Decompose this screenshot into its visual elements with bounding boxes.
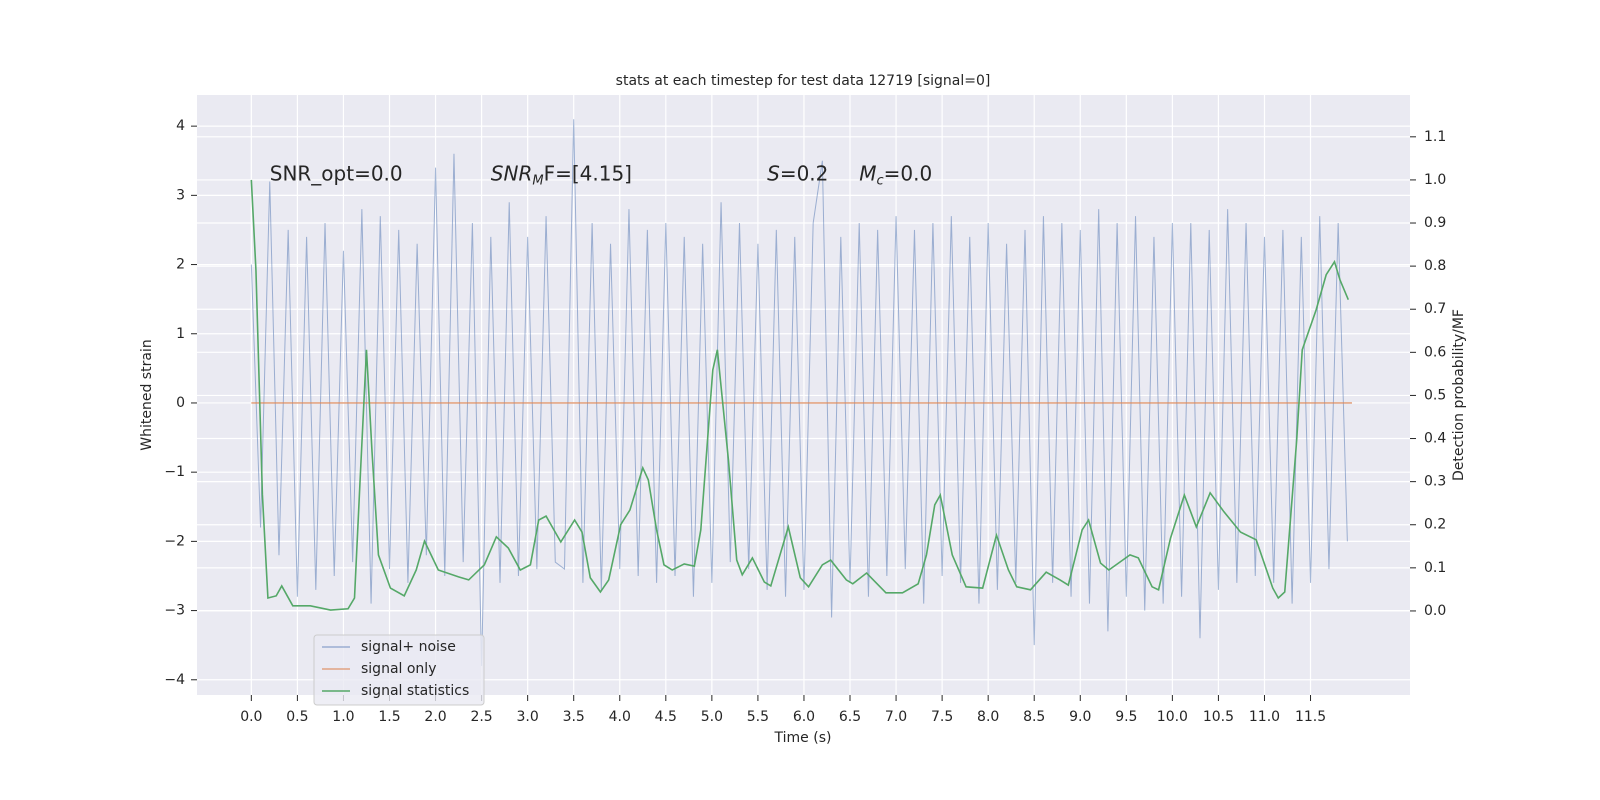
y2-tick-label: 1.1 [1424, 129, 1446, 145]
annotation-part: SNR_opt=0.0 [270, 161, 403, 185]
annotation: SNR_opt=0.0 [270, 161, 403, 185]
x-tick-label: 8.0 [977, 709, 999, 725]
y2-tick-label: 0.5 [1424, 387, 1446, 403]
x-tick-label: 8.5 [1023, 709, 1045, 725]
x-tick-label: 3.0 [517, 709, 539, 725]
chart-title: stats at each timestep for test data 127… [616, 73, 991, 89]
annotation: Mc=0.0 [859, 161, 932, 188]
y2-tick-label: 0.6 [1424, 344, 1446, 360]
series-line [250, 179, 1350, 611]
legend-label: signal statistics [361, 683, 469, 699]
x-tick-label: 2.0 [424, 709, 446, 725]
annotation-part: M [859, 161, 876, 185]
annotation-part: c [876, 173, 883, 188]
x-tick-label: 9.0 [1069, 709, 1091, 725]
annotation-part: F=[4.15] [544, 161, 632, 185]
y-tick-label: −3 [164, 603, 185, 619]
x-tick-label: 0.5 [286, 709, 308, 725]
legend-label: signal only [361, 661, 436, 677]
x-tick-label: 11.0 [1249, 709, 1280, 725]
x-tick-label: 1.0 [332, 709, 354, 725]
y-tick-label: 0 [176, 395, 185, 411]
y2-tick-label: 0.2 [1424, 517, 1446, 533]
x-tick-label: 4.0 [609, 709, 631, 725]
y2-axis-label: Detection probability/MF [1451, 309, 1467, 481]
x-tick-label: 6.0 [793, 709, 815, 725]
x-tick-label: 7.0 [885, 709, 907, 725]
annotation-part: =0.0 [884, 161, 933, 185]
x-tick-label: 9.5 [1115, 709, 1137, 725]
x-tick-label: 2.5 [470, 709, 492, 725]
x-tick-label: 10.5 [1203, 709, 1234, 725]
annotation-part: SNR [491, 161, 533, 185]
y-tick-label: 1 [176, 326, 185, 342]
y-tick-label: −1 [164, 464, 185, 480]
x-tick-label: 11.5 [1295, 709, 1326, 725]
x-tick-label: 3.5 [563, 709, 585, 725]
y2-tick-label: 0.3 [1424, 474, 1446, 490]
x-tick-label: 0.0 [240, 709, 262, 725]
annotation-part: M [532, 173, 543, 188]
x-tick-label: 5.0 [701, 709, 723, 725]
y2-tick-label: 0.8 [1424, 258, 1446, 274]
series-line [250, 119, 1348, 666]
legend-label: signal+ noise [361, 639, 456, 655]
legend: signal+ noise signal only signal statistic… [313, 634, 485, 706]
x-tick-label: 10.0 [1157, 709, 1188, 725]
y2-tick-label: 0.0 [1424, 603, 1446, 619]
x-tick-label: 1.5 [378, 709, 400, 725]
legend-box [313, 634, 485, 706]
y-tick-label: −4 [164, 672, 185, 688]
x-axis-label: Time (s) [774, 730, 832, 746]
y2-tick-label: 0.4 [1424, 431, 1446, 447]
x-tick-label: 7.5 [931, 709, 953, 725]
y-tick-label: 2 [176, 257, 185, 273]
axes: 0.0 0.5 1.0 1.5 2.0 2.5 3.0 3.5 4.0 4.5 5.0 5.5 6.0 6… [164, 118, 1446, 725]
annotation: SNRMF=[4.15] [491, 161, 632, 188]
marks [250, 119, 1352, 666]
annotation-part: =0.2 [780, 161, 829, 185]
y-tick-label: −2 [164, 533, 185, 549]
y2-tick-label: 0.7 [1424, 301, 1446, 317]
y-tick-label: 3 [176, 187, 185, 203]
x-tick-label: 6.5 [839, 709, 861, 725]
y-tick-label: 4 [176, 118, 185, 134]
annotation: S=0.2 [767, 161, 828, 185]
x-tick-label: 4.5 [655, 709, 677, 725]
y-axis-label: Whitened strain [139, 339, 155, 450]
y2-tick-label: 0.9 [1424, 215, 1446, 231]
annotation-part: S [767, 161, 780, 185]
y2-tick-label: 1.0 [1424, 172, 1446, 188]
x-tick-label: 5.5 [747, 709, 769, 725]
y2-tick-label: 0.1 [1424, 560, 1446, 576]
